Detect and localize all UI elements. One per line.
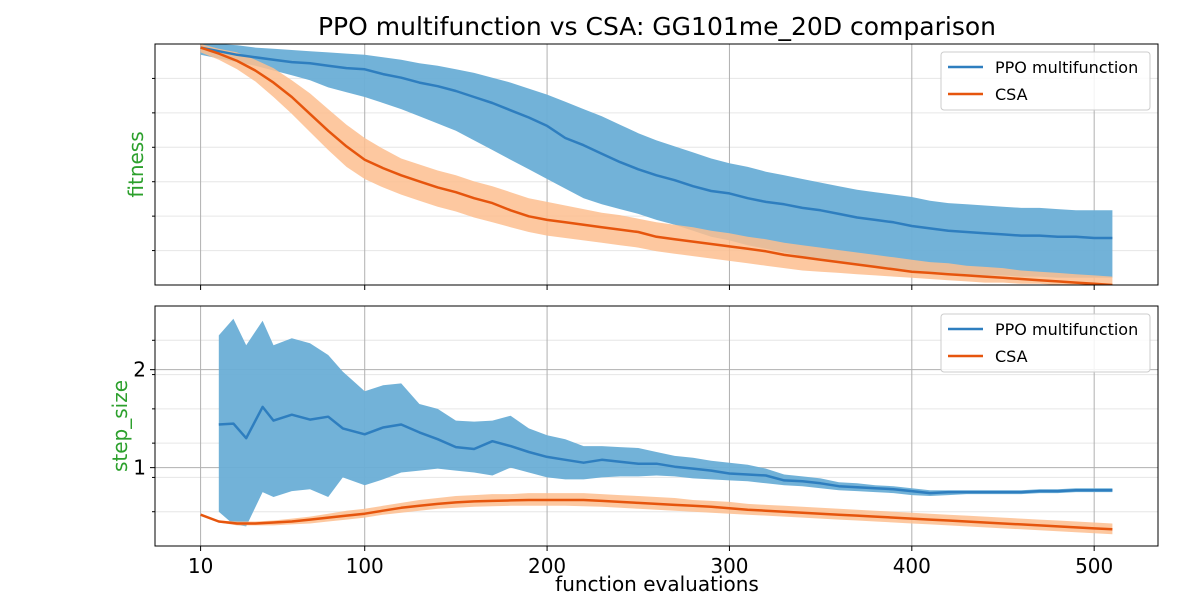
- fitness-plot-area: [200, 44, 1113, 285]
- step-size-x-tick-label: 10: [188, 554, 213, 578]
- fitness-legend-label-ppo: PPO multifunction: [995, 58, 1138, 77]
- step-size-legend-label-ppo: PPO multifunction: [995, 320, 1138, 339]
- fitness-band-ppo: [200, 44, 1113, 278]
- step-size-line-ppo: [218, 405, 1113, 495]
- step-size-band-ppo: [218, 318, 1113, 527]
- step-size-x-tick-label: 200: [528, 554, 566, 578]
- step-size-legend-label-csa: CSA: [995, 347, 1028, 366]
- step-size-legend-box: [940, 313, 1151, 373]
- step-size-y-tick-label: 2: [133, 358, 146, 382]
- fitness-axes-frame: [154, 43, 1159, 286]
- fitness-y-axis-label: fitness: [124, 131, 148, 197]
- step-size-x-tick-label: 400: [893, 554, 931, 578]
- step-size-x-tick-label: 300: [710, 554, 748, 578]
- fitness-legend-label-csa: CSA: [995, 85, 1028, 104]
- fitness-panel: fitness PPO multifunction CSA: [124, 43, 1159, 290]
- step-size-x-tick-label: 500: [1075, 554, 1113, 578]
- step-size-y-tick-label: 1: [133, 456, 146, 480]
- fitness-line-ppo: [200, 46, 1113, 240]
- step-size-band-csa: [200, 493, 1113, 535]
- x-axis-label: function evaluations: [555, 572, 759, 596]
- step-size-axes-frame: [154, 305, 1159, 547]
- step-size-y-axis-label: step_size: [108, 380, 132, 472]
- fitness-line-csa: [200, 46, 1113, 285]
- fitness-legend-box: [940, 51, 1151, 111]
- step-size-line-csa: [200, 498, 1113, 531]
- step-size-x-tick-label: 100: [346, 554, 384, 578]
- chart-title: PPO multifunction vs CSA: GG101me_20D co…: [318, 12, 996, 41]
- step-size-plot-area: [200, 318, 1113, 535]
